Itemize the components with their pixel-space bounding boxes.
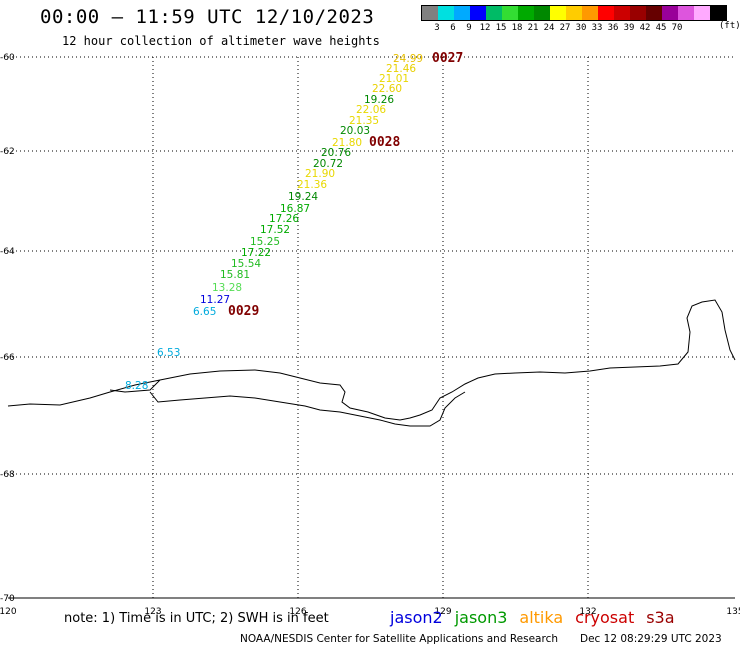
legend-tick: 27	[559, 23, 571, 33]
wave-height-obs: 21.35	[349, 115, 379, 127]
wave-height-obs: 21.90	[305, 168, 335, 180]
wave-height-obs: 20.72	[313, 158, 343, 170]
wave-height-obs: 17.22	[241, 247, 271, 259]
wave-height-obs: 6.65	[193, 306, 216, 318]
lon-label: 126	[289, 607, 306, 617]
legend-tick: 6	[450, 23, 456, 33]
legend-swatch	[566, 6, 582, 20]
legend-tick: 70	[671, 23, 683, 33]
pass-labels: 0027 0028 0029	[228, 51, 463, 319]
legend-swatch	[438, 6, 454, 20]
legend-tick: 12	[479, 23, 491, 33]
legend-swatch	[694, 6, 710, 20]
legend-tick: 18	[511, 23, 523, 33]
legend-tick: 45	[655, 23, 667, 33]
wave-height-obs: 15.81	[220, 269, 250, 281]
footer-note: note: 1) Time is in UTC; 2) SWH is in fe…	[64, 611, 329, 626]
wave-height-obs: 13.28	[212, 282, 242, 294]
legend-swatch	[630, 6, 646, 20]
coastline	[7, 299, 736, 427]
legend-unit: (ft)	[719, 21, 740, 31]
lon-label: 132	[579, 607, 596, 617]
wave-height-obs: 8.28	[125, 380, 148, 392]
wave-height-obs: 20.03	[340, 125, 370, 137]
wave-height-obs: 6.53	[157, 347, 180, 359]
axis-labels: 120 123 126 129 132 135 -60 -62 -64 -66 -68 -70	[0, 53, 740, 617]
lat-label: -60	[0, 53, 15, 63]
wave-height-obs: 21.01	[379, 73, 409, 85]
timestamp: Dec 12 08:29:29 UTC 2023	[580, 633, 722, 645]
credit-line: NOAA/NESDIS Center for Satellite Applica…	[240, 633, 558, 645]
lat-label: -62	[0, 147, 15, 157]
wave-height-obs: 21.36	[297, 179, 327, 191]
legend-swatch	[614, 6, 630, 20]
wave-height-obs: 22.60	[372, 83, 402, 95]
lon-label: 129	[434, 607, 451, 617]
lat-label: -68	[0, 470, 15, 480]
legend-color-bar	[421, 5, 727, 21]
mission-altika: altika	[519, 608, 564, 627]
legend-tick: 36	[607, 23, 619, 33]
wave-height-obs: 15.25	[250, 236, 280, 248]
map-subtitle: 12 hour collection of altimeter wave hei…	[62, 34, 380, 48]
wave-height-obs: 20.76	[321, 147, 351, 159]
legend-swatch	[502, 6, 518, 20]
legend-swatch	[678, 6, 694, 20]
wave-height-obs: 15.54	[231, 258, 261, 270]
legend-swatch	[598, 6, 614, 20]
legend-tick: 39	[623, 23, 635, 33]
wave-height-obs: 19.26	[364, 94, 394, 106]
legend-tick: 42	[639, 23, 651, 33]
mission-jason3: jason3	[454, 608, 508, 627]
legend-swatch	[582, 6, 598, 20]
mission-legend: jason2 jason3 altika cryosat s3a	[390, 608, 687, 627]
legend-swatch	[422, 6, 438, 20]
wave-height-obs: 19.24	[288, 191, 318, 203]
pass-label: 0029	[228, 304, 259, 319]
wave-height-obs: 16.87	[280, 203, 310, 215]
legend-swatch	[550, 6, 566, 20]
mission-s3a: s3a	[646, 608, 675, 627]
legend-tick: 21	[527, 23, 539, 33]
wave-height-obs: 24.99	[393, 53, 423, 65]
lon-label: 135	[726, 607, 740, 617]
legend-swatch	[646, 6, 662, 20]
lon-label: 120	[0, 607, 17, 617]
lon-label: 123	[144, 607, 161, 617]
mission-cryosat: cryosat	[575, 608, 635, 627]
legend-tick: 30	[575, 23, 587, 33]
legend-ticks: 3 6 9 12 15 18 21 24 27 30 33 36 39 42 45 70	[421, 21, 727, 35]
pass-label: 0028	[369, 135, 400, 150]
legend-tick: 15	[495, 23, 507, 33]
mission-jason2: jason2	[390, 608, 443, 627]
wave-height-obs: 17.26	[269, 213, 299, 225]
wave-height-obs: 22.06	[356, 104, 386, 116]
wave-height-obs: 21.46	[386, 63, 416, 75]
map-title: 00:00 – 11:59 UTC 12/10/2023	[40, 6, 375, 28]
observations: 24.9921.4621.0122.6019.2622.0621.3520.03…	[125, 53, 423, 392]
legend-swatch	[470, 6, 486, 20]
wave-height-obs: 17.52	[260, 224, 290, 236]
lat-label: -66	[0, 353, 15, 363]
legend-tick: 9	[466, 23, 472, 33]
color-legend: 3 6 9 12 15 18 21 24 27 30 33 36 39 42 45 70 (ft)	[421, 5, 740, 35]
wave-height-obs: 11.27	[200, 294, 230, 306]
legend-swatch	[518, 6, 534, 20]
lat-label: -64	[0, 247, 15, 257]
legend-tick: 24	[543, 23, 555, 33]
legend-swatch	[534, 6, 550, 20]
legend-tick: 33	[591, 23, 603, 33]
lat-label: -70	[0, 594, 15, 604]
legend-swatch	[454, 6, 470, 20]
legend-swatch	[486, 6, 502, 20]
legend-swatch	[662, 6, 678, 20]
wave-height-obs: 21.80	[332, 137, 362, 149]
legend-tick: 3	[434, 23, 440, 33]
legend-swatch	[710, 6, 726, 20]
pass-label: 0027	[432, 51, 463, 66]
